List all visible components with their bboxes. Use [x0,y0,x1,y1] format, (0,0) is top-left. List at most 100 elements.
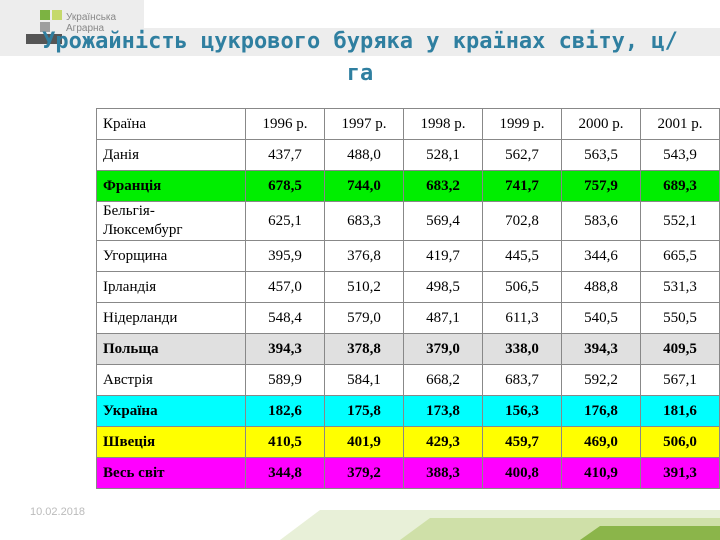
country-cell: Бельгія- Люксембург [96,201,246,241]
value-cell: 469,0 [561,426,641,458]
data-table: Країна 1996 р. 1997 р. 1998 р. 1999 р. 2000 р… [96,108,720,489]
header-row: Країна 1996 р. 1997 р. 1998 р. 1999 р. 2000 р… [96,108,720,140]
value-cell: 410,5 [245,426,325,458]
value-cell: 543,9 [640,139,720,171]
top-bar [0,0,720,56]
value-cell: 457,0 [245,271,325,303]
value-cell: 506,0 [640,426,720,458]
table-row: Нідерланди 548,4 579,0 487,1 611,3 540,5 550,5 [96,302,720,334]
value-cell: 176,8 [561,395,641,427]
header-cell: 1998 р. [403,108,483,140]
value-cell: 394,3 [561,333,641,365]
date: 10.02.2018 [30,506,86,518]
value-cell: 579,0 [324,302,404,334]
value-cell: 181,6 [640,395,720,427]
value-cell: 741,7 [482,170,562,202]
value-cell: 445,5 [482,240,562,272]
value-cell: 510,2 [324,271,404,303]
value-cell: 344,6 [561,240,641,272]
value-cell: 488,8 [561,271,641,303]
value-cell: 156,3 [482,395,562,427]
table-row: Данія 437,7 488,0 528,1 562,7 563,5 543,9 [96,139,720,171]
value-cell: 567,1 [640,364,720,396]
value-cell: 592,2 [561,364,641,396]
value-cell: 678,5 [245,170,325,202]
header-cell: 1996 р. [245,108,325,140]
country-cell: Австрія [96,364,246,396]
value-cell: 569,4 [403,201,483,241]
value-cell: 562,7 [482,139,562,171]
table-row: Польща 394,3 378,8 379,0 338,0 394,3 409,5 [96,333,720,365]
country-cell: Україна [96,395,246,427]
value-cell: 344,8 [245,457,325,489]
value-cell: 611,3 [482,302,562,334]
table-row: Угорщина 395,9 376,8 419,7 445,5 344,6 665,5 [96,240,720,272]
value-cell: 668,2 [403,364,483,396]
value-cell: 683,7 [482,364,562,396]
value-cell: 744,0 [324,170,404,202]
value-cell: 182,6 [245,395,325,427]
value-cell: 391,3 [640,457,720,489]
value-cell: 173,8 [403,395,483,427]
header-cell: Країна [96,108,246,140]
value-cell: 498,5 [403,271,483,303]
logo-line: Українська [66,12,117,23]
footer-decoration [280,510,720,540]
value-cell: 584,1 [324,364,404,396]
header-cell: 1999 р. [482,108,562,140]
country-cell: Швеція [96,426,246,458]
value-cell: 437,7 [245,139,325,171]
table-row: Бельгія- Люксембург 625,1 683,3 569,4 702,8 5… [96,201,720,241]
value-cell: 419,7 [403,240,483,272]
value-cell: 379,2 [324,457,404,489]
country-cell: Нідерланди [96,302,246,334]
value-cell: 552,1 [640,201,720,241]
value-cell: 589,9 [245,364,325,396]
value-cell: 583,6 [561,201,641,241]
value-cell: 531,3 [640,271,720,303]
country-cell: Польща [96,333,246,365]
header-cell: 1997 р. [324,108,404,140]
value-cell: 506,5 [482,271,562,303]
value-cell: 665,5 [640,240,720,272]
country-cell: Угорщина [96,240,246,272]
logo-text: Українська Аграрна [66,12,116,34]
value-cell: 540,5 [561,302,641,334]
table-row: Австрія 589,9 584,1 668,2 683,7 592,2 567,1 [96,364,720,396]
value-cell: 409,5 [640,333,720,365]
header-cell: 2001 р. [640,108,720,140]
value-cell: 689,3 [640,170,720,202]
value-cell: 548,4 [245,302,325,334]
value-cell: 757,9 [561,170,641,202]
country-cell: Франція [96,170,246,202]
value-cell: 528,1 [403,139,483,171]
table-row: Ірландія 457,0 510,2 498,5 506,5 488,8 531,3 [96,271,720,303]
value-cell: 401,9 [324,426,404,458]
logo-line: Аграрна [66,23,105,34]
slide-title: Урожайність цукрового буряка у країнах с… [42,29,678,86]
value-cell: 175,8 [324,395,404,427]
table-row: Україна 182,6 175,8 173,8 156,3 176,8 181,6 [96,395,720,427]
value-cell: 379,0 [403,333,483,365]
value-cell: 338,0 [482,333,562,365]
value-cell: 625,1 [245,201,325,241]
value-cell: 488,0 [324,139,404,171]
value-cell: 400,8 [482,457,562,489]
value-cell: 487,1 [403,302,483,334]
country-cell: Данія [96,139,246,171]
value-cell: 683,3 [324,201,404,241]
value-cell: 459,7 [482,426,562,458]
value-cell: 376,8 [324,240,404,272]
value-cell: 395,9 [245,240,325,272]
value-cell: 378,8 [324,333,404,365]
table-row: Франція 678,5 744,0 683,2 741,7 757,9 689,3 [96,170,720,202]
header-cell: 2000 р. [561,108,641,140]
value-cell: 388,3 [403,457,483,489]
value-cell: 410,9 [561,457,641,489]
table-row: Швеція 410,5 401,9 429,3 459,7 469,0 506,0 [96,426,720,458]
table-row: Весь світ 344,8 379,2 388,3 400,8 410,9 391,3 [96,457,720,489]
logo-icon [26,10,62,44]
value-cell: 702,8 [482,201,562,241]
value-cell: 563,5 [561,139,641,171]
